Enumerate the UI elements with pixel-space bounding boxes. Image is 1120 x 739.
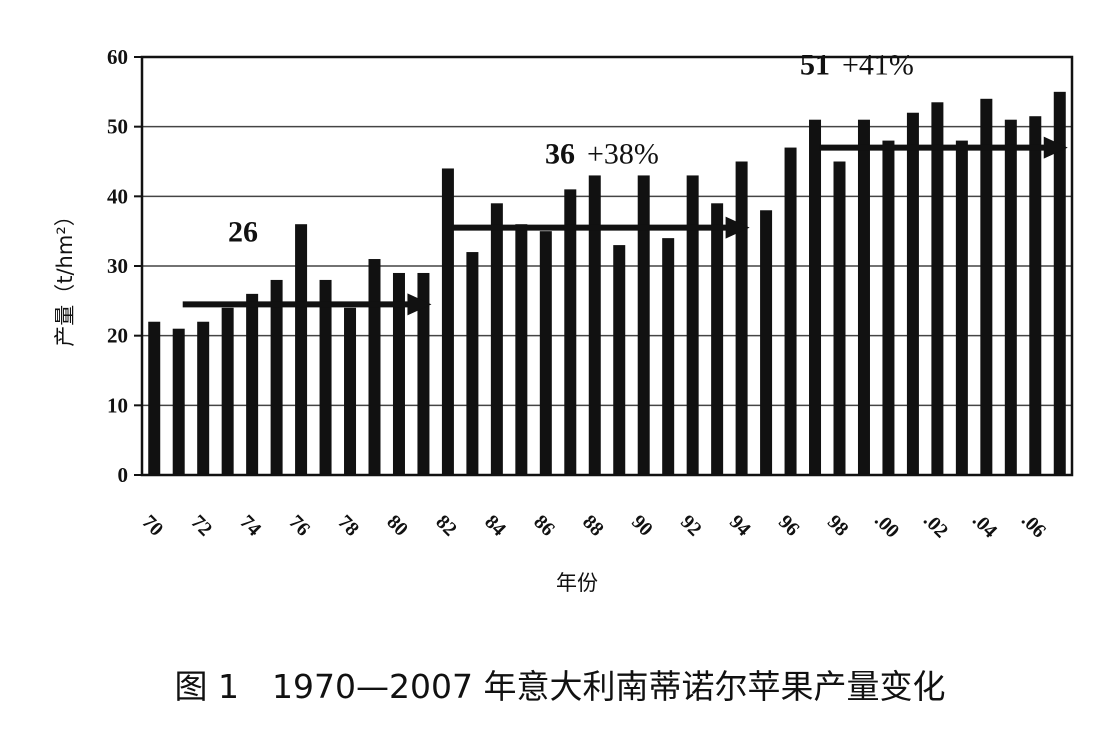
average-value: 51 [800,49,830,82]
x-tick-label: .02 [919,509,952,542]
bar-1999 [857,119,870,475]
bar-2004 [980,98,993,476]
bar-1989 [613,245,626,475]
bar-1971 [172,328,185,475]
bar-1998 [833,161,846,475]
x-tick-label: 94 [725,511,755,541]
bar-1976 [295,224,308,475]
x-tick-label: .00 [870,509,903,542]
bar-1997 [809,119,822,475]
bar-1972 [197,321,210,475]
x-axis-ticks: 70 72 74 76 78 80 82 84 86 88 90 92 94 96 98 .00 .02 .04.… [138,509,1051,542]
bar-1987 [564,189,577,475]
x-tick-label: 72 [187,511,217,541]
y-tick-label: 50 [107,115,128,139]
bar-1991 [662,238,675,475]
bar-1985 [515,224,528,475]
bar-1982 [441,168,454,475]
figure-caption: 图 1 1970—2007 年意大利南蒂诺尔苹果产量变化 [174,667,946,706]
x-tick-label: .06 [1017,509,1050,542]
bar-1988 [588,175,601,475]
average-annotation: 26 [228,215,258,248]
average-change: +38% [587,138,659,171]
x-tick-label: 84 [480,511,510,541]
average-change: +41% [842,49,914,82]
bar-2002 [931,102,944,476]
x-tick-label: 98 [823,511,853,541]
bar-1974 [246,293,259,475]
bar-1990 [637,175,650,475]
y-tick-label: 10 [107,393,128,417]
x-tick-label: 70 [138,511,168,541]
y-axis-label: 产量（t/hm²） [53,205,77,347]
bar-2007 [1053,91,1066,475]
bar-1995 [760,210,773,475]
bar-1977 [319,279,332,475]
x-tick-label: 90 [627,511,657,541]
bar-1975 [270,279,283,475]
bar-1979 [368,259,381,475]
x-axis-label: 年份 [556,571,598,595]
bar-1984 [490,203,503,476]
average-arrows: 26 36 +38% 51 +41% [182,49,1068,316]
y-tick-label: 40 [107,184,128,208]
average-value: 26 [228,215,258,248]
bar-1983 [466,252,479,475]
x-tick-label: 82 [431,511,461,541]
bar-1996 [784,147,797,476]
bars [148,91,1066,476]
y-tick-label: 30 [107,254,128,278]
x-tick-label: 74 [236,511,266,541]
x-tick-label: 78 [333,511,363,541]
bar-1978 [344,307,357,475]
y-tick-label: 0 [118,463,129,487]
x-tick-label: .04 [968,509,1001,542]
bar-1970 [148,321,161,475]
bar-1993 [711,203,724,476]
bar-2003 [955,140,968,475]
x-tick-label: 88 [578,511,608,541]
bar-1981 [417,272,430,475]
x-tick-label: 86 [529,511,559,541]
y-axis-ticks: 0 10 20 30 40 50 60 [107,45,142,487]
bar-1994 [735,161,748,475]
y-tick-label: 60 [107,45,128,69]
bar-1980 [392,272,405,475]
average-annotation: 36 +38% [545,138,659,171]
average-annotation: 51 +41% [800,49,914,82]
bar-1973 [221,307,234,475]
bar-2001 [906,112,919,475]
bar-2000 [882,140,895,475]
y-tick-label: 20 [107,324,128,348]
x-tick-label: 76 [284,511,314,541]
x-tick-label: 80 [382,511,412,541]
bar-chart: 26 36 +38% 51 +41% 0 10 20 30 40 50 60 70 72 74 76 78 8… [53,45,1074,595]
x-tick-label: 92 [676,511,706,541]
bar-1986 [539,231,552,475]
bar-1992 [686,175,699,475]
bar-2006 [1029,116,1042,475]
average-arrow-head [1043,136,1068,159]
average-arrow-head [725,216,750,239]
bar-2005 [1004,119,1017,475]
x-tick-label: 96 [774,511,804,541]
average-value: 36 [545,138,575,171]
average-arrow-head [407,293,432,316]
